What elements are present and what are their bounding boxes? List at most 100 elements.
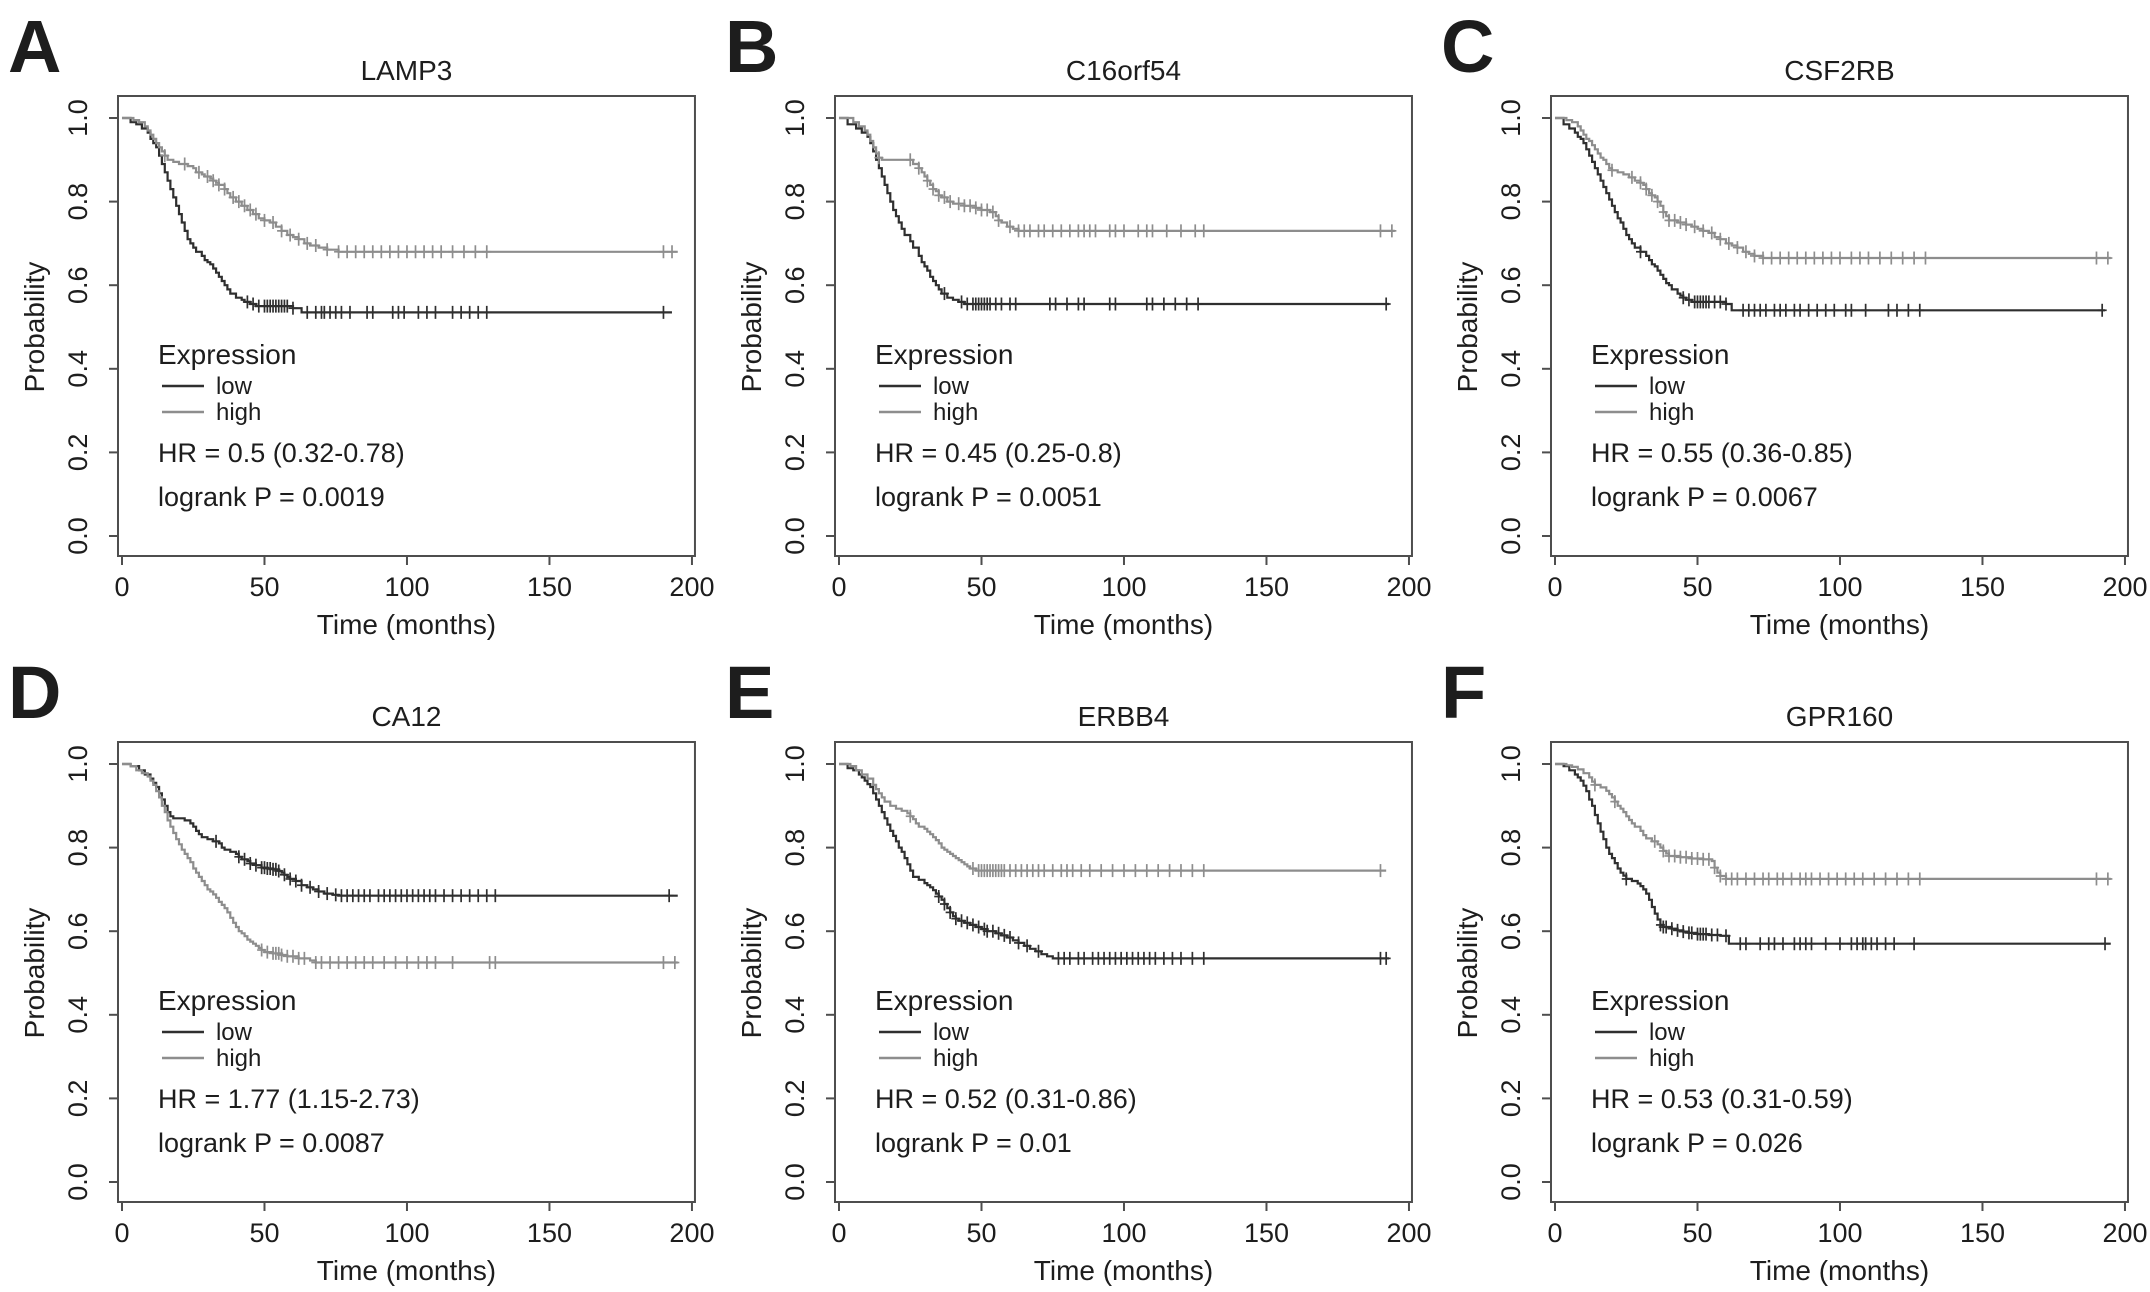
y-tick-label: 0.2 bbox=[63, 1080, 93, 1118]
y-tick-label: 1.0 bbox=[780, 745, 810, 783]
y-tick-label: 0.2 bbox=[780, 434, 810, 472]
legend-title: Expression bbox=[158, 339, 296, 370]
x-tick-label: 100 bbox=[1101, 1218, 1146, 1248]
panel-title: LAMP3 bbox=[361, 55, 453, 86]
x-tick-label: 50 bbox=[966, 1218, 996, 1248]
censor-marks-high bbox=[257, 943, 680, 970]
x-tick-label: 0 bbox=[114, 1218, 129, 1248]
censor-marks-high bbox=[160, 149, 677, 259]
km-panel-E: E ERBB4 0 50 100 150 200 0.0 0.2 0.4 0.6 0.8 1.0 Time… bbox=[717, 646, 1434, 1292]
km-curve-low bbox=[1555, 762, 2112, 945]
x-axis-label: Time (months) bbox=[1033, 609, 1212, 640]
hr-annotation: HR = 0.52 (0.31-0.86) bbox=[875, 1084, 1137, 1114]
km-curve-high bbox=[121, 116, 678, 253]
censor-marks-low bbox=[1636, 245, 2108, 317]
logrank-annotation: logrank P = 0.0019 bbox=[158, 482, 385, 512]
y-tick-label: 0.4 bbox=[1496, 350, 1526, 388]
panel-letter: C bbox=[1441, 5, 1494, 88]
legend-label-high: high bbox=[216, 399, 261, 426]
km-curve-high bbox=[838, 762, 1386, 872]
x-tick-label: 50 bbox=[1683, 1218, 1713, 1248]
km-panel-B: B C16orf54 0 50 100 150 200 0.0 0.2 0.4 0.6 0.8 1.0 T… bbox=[717, 0, 1434, 646]
censor-marks-low bbox=[242, 295, 668, 319]
legend-label-low: low bbox=[933, 373, 970, 400]
y-tick-label: 0.8 bbox=[63, 829, 93, 867]
censor-marks-high bbox=[874, 151, 1397, 238]
km-plot-CSF2RB: C CSF2RB 0 50 100 150 200 0.0 0.2 0.4 0.6 0.8 1.0 Tim… bbox=[1441, 5, 2147, 640]
censor-marks-low bbox=[1622, 872, 2110, 951]
x-tick-label: 200 bbox=[2103, 1218, 2148, 1248]
censor-marks-low bbox=[939, 287, 1391, 311]
y-tick-label: 0.4 bbox=[780, 350, 810, 388]
panel-letter: A bbox=[8, 5, 61, 88]
hr-annotation: HR = 0.45 (0.25-0.8) bbox=[875, 438, 1122, 468]
legend-title: Expression bbox=[1591, 339, 1729, 370]
y-axis-label: Probability bbox=[1452, 262, 1483, 393]
km-curve-low bbox=[838, 762, 1389, 960]
y-axis-label: Probability bbox=[736, 262, 767, 393]
y-tick-label: 0.0 bbox=[780, 517, 810, 555]
hr-annotation: HR = 0.53 (0.31-0.59) bbox=[1591, 1084, 1853, 1114]
y-tick-label: 0.6 bbox=[1496, 266, 1526, 304]
y-tick-label: 0.4 bbox=[63, 350, 93, 388]
y-tick-label: 1.0 bbox=[1496, 745, 1526, 783]
x-axis-label: Time (months) bbox=[1750, 1255, 1929, 1286]
y-tick-label: 0.0 bbox=[1496, 517, 1526, 555]
x-tick-label: 200 bbox=[1386, 1218, 1431, 1248]
legend-label-high: high bbox=[933, 399, 978, 426]
x-tick-label: 150 bbox=[527, 1218, 572, 1248]
km-curve-high bbox=[121, 762, 678, 964]
x-tick-label: 0 bbox=[114, 572, 129, 602]
x-tick-label: 50 bbox=[249, 572, 279, 602]
km-panel-F: F GPR160 0 50 100 150 200 0.0 0.2 0.4 0.6 0.8 1.0 Tim… bbox=[1433, 646, 2150, 1292]
km-curve-high bbox=[1555, 116, 2112, 260]
x-tick-label: 100 bbox=[384, 572, 429, 602]
x-tick-label: 0 bbox=[831, 572, 846, 602]
km-plot-C16orf54: B C16orf54 0 50 100 150 200 0.0 0.2 0.4 0.6 0.8 1.0 T… bbox=[725, 5, 1431, 640]
km-plot-LAMP3: A LAMP3 0 50 100 150 200 0.0 0.2 0.4 0.6 0.8 1.0 Time… bbox=[8, 5, 714, 640]
legend-label-high: high bbox=[1649, 399, 1694, 426]
x-tick-label: 100 bbox=[1818, 572, 1863, 602]
y-tick-label: 1.0 bbox=[1496, 99, 1526, 137]
x-axis-label: Time (months) bbox=[1750, 609, 1929, 640]
y-tick-label: 1.0 bbox=[780, 99, 810, 137]
y-tick-label: 0.6 bbox=[63, 912, 93, 950]
panel-title: CSF2RB bbox=[1785, 55, 1895, 86]
km-plot-CA12: D CA12 0 50 100 150 200 0.0 0.2 0.4 0.6 0.8 1.0 Time … bbox=[8, 651, 714, 1286]
x-tick-label: 0 bbox=[1548, 572, 1563, 602]
censor-marks-high bbox=[905, 809, 1385, 878]
panel-title: ERBB4 bbox=[1077, 701, 1169, 732]
legend-title: Expression bbox=[158, 985, 296, 1016]
x-tick-label: 200 bbox=[669, 1218, 714, 1248]
censor-marks-high bbox=[1607, 163, 2113, 265]
y-tick-label: 1.0 bbox=[63, 99, 93, 137]
x-tick-label: 50 bbox=[249, 1218, 279, 1248]
km-curve-low bbox=[121, 116, 672, 314]
y-tick-label: 0.8 bbox=[780, 829, 810, 867]
legend-label-low: low bbox=[933, 1019, 970, 1046]
legend-title: Expression bbox=[875, 339, 1013, 370]
km-curve-high bbox=[838, 116, 1395, 232]
panel-title: CA12 bbox=[371, 701, 441, 732]
km-plot-GPR160: F GPR160 0 50 100 150 200 0.0 0.2 0.4 0.6 0.8 1.0 Tim… bbox=[1441, 651, 2148, 1286]
panel-letter: B bbox=[725, 5, 778, 88]
x-tick-label: 50 bbox=[1683, 572, 1713, 602]
y-axis-label: Probability bbox=[1452, 908, 1483, 1039]
y-tick-label: 0.8 bbox=[1496, 183, 1526, 221]
censor-marks-high bbox=[1590, 778, 2113, 886]
legend-label-high: high bbox=[1649, 1045, 1694, 1072]
legend-label-high: high bbox=[933, 1045, 978, 1072]
km-plot-ERBB4: E ERBB4 0 50 100 150 200 0.0 0.2 0.4 0.6 0.8 1.0 Time… bbox=[725, 651, 1431, 1286]
x-tick-label: 150 bbox=[1960, 572, 2005, 602]
logrank-annotation: logrank P = 0.0067 bbox=[1591, 482, 1818, 512]
km-panel-C: C CSF2RB 0 50 100 150 200 0.0 0.2 0.4 0.6 0.8 1.0 Tim… bbox=[1433, 0, 2150, 646]
x-tick-label: 50 bbox=[966, 572, 996, 602]
legend-label-low: low bbox=[1649, 1019, 1686, 1046]
x-axis-label: Time (months) bbox=[317, 1255, 496, 1286]
y-tick-label: 0.2 bbox=[63, 434, 93, 472]
logrank-annotation: logrank P = 0.0087 bbox=[158, 1128, 385, 1158]
x-tick-label: 100 bbox=[1818, 1218, 1863, 1248]
km-panel-A: A LAMP3 0 50 100 150 200 0.0 0.2 0.4 0.6 0.8 1.0 Time… bbox=[0, 0, 717, 646]
legend-label-low: low bbox=[216, 373, 253, 400]
